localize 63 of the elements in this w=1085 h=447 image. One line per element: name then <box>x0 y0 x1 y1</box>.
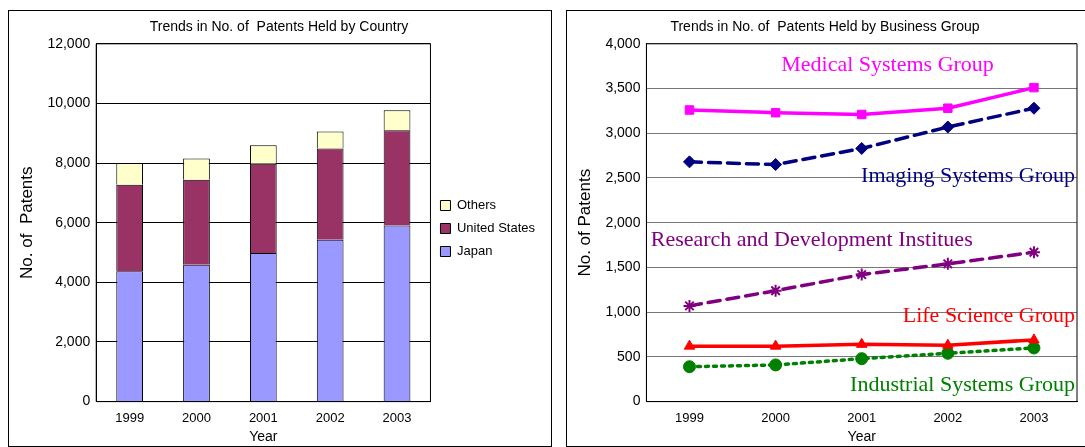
y-axis-title: No. of Patents <box>16 166 36 279</box>
point <box>682 155 696 169</box>
x-axis-title: Year <box>249 428 278 445</box>
point <box>1028 333 1040 344</box>
x-tick-label: 2003 <box>382 409 412 425</box>
y-tick-label: 2,000 <box>605 213 641 230</box>
x-tick-label: 2002 <box>933 409 963 425</box>
y-tick-label: 12,000 <box>47 34 91 51</box>
y-tick-label: 2,500 <box>605 168 641 185</box>
legend-label: United States <box>456 220 536 236</box>
x-tick-label: 2000 <box>761 409 791 425</box>
y-axis-title: No. of Patents <box>574 168 594 277</box>
point <box>683 339 696 350</box>
legend-label: Others <box>456 197 497 213</box>
point <box>856 109 867 120</box>
chart-title: Trends in No. of Patents Held by Business Group <box>670 18 980 35</box>
y-tick-label: 1,500 <box>605 258 641 275</box>
point <box>854 267 869 282</box>
x-axis-title: Year <box>847 428 877 445</box>
legend-label: Japan <box>456 243 493 259</box>
x-tick-label: 2000 <box>182 409 211 425</box>
point <box>856 337 868 348</box>
x-tick-label: 1999 <box>115 409 145 425</box>
x-tick-label: 2001 <box>847 409 877 425</box>
y-tick-label: 0 <box>82 392 91 409</box>
y-tick-label: 6,000 <box>55 213 91 230</box>
y-tick-label: 1,000 <box>605 303 641 320</box>
point <box>770 107 781 118</box>
point <box>769 358 783 372</box>
x-tick-label: 2003 <box>1019 409 1049 425</box>
point <box>855 352 869 366</box>
y-tick-label: 0 <box>632 392 641 409</box>
point <box>1027 101 1041 115</box>
y-tick-label: 500 <box>617 347 641 364</box>
series-label: Life Science Group <box>902 301 1075 327</box>
point <box>855 141 869 155</box>
y-tick-label: 2,000 <box>55 332 91 349</box>
point <box>768 283 783 298</box>
x-tick-label: 1999 <box>675 409 704 425</box>
x-tick-label: 2001 <box>248 409 278 425</box>
y-tick-label: 8,000 <box>55 153 91 170</box>
point <box>684 105 695 115</box>
point <box>769 339 782 350</box>
point <box>682 298 697 313</box>
series-label: Industrial Systems Group <box>850 371 1075 397</box>
point <box>941 120 955 134</box>
series-label: Research and Development Institues <box>650 226 973 252</box>
y-tick-label: 4,000 <box>605 34 641 51</box>
y-tick-label: 3,500 <box>605 79 641 96</box>
point <box>769 158 783 172</box>
point <box>940 256 955 271</box>
y-tick-label: 3,000 <box>605 124 641 141</box>
x-tick-label: 2002 <box>315 409 345 425</box>
series-label: Medical Systems Group <box>781 51 994 77</box>
y-tick-label: 4,000 <box>55 273 91 290</box>
chart-title: Trends in No. of Patents Held by Country <box>149 18 409 35</box>
point <box>942 338 954 349</box>
series-label: Imaging Systems Group <box>861 161 1075 187</box>
point <box>1029 82 1039 93</box>
y-tick-label: 10,000 <box>47 94 91 111</box>
point <box>943 103 953 113</box>
point <box>682 360 696 374</box>
point <box>1026 245 1041 260</box>
